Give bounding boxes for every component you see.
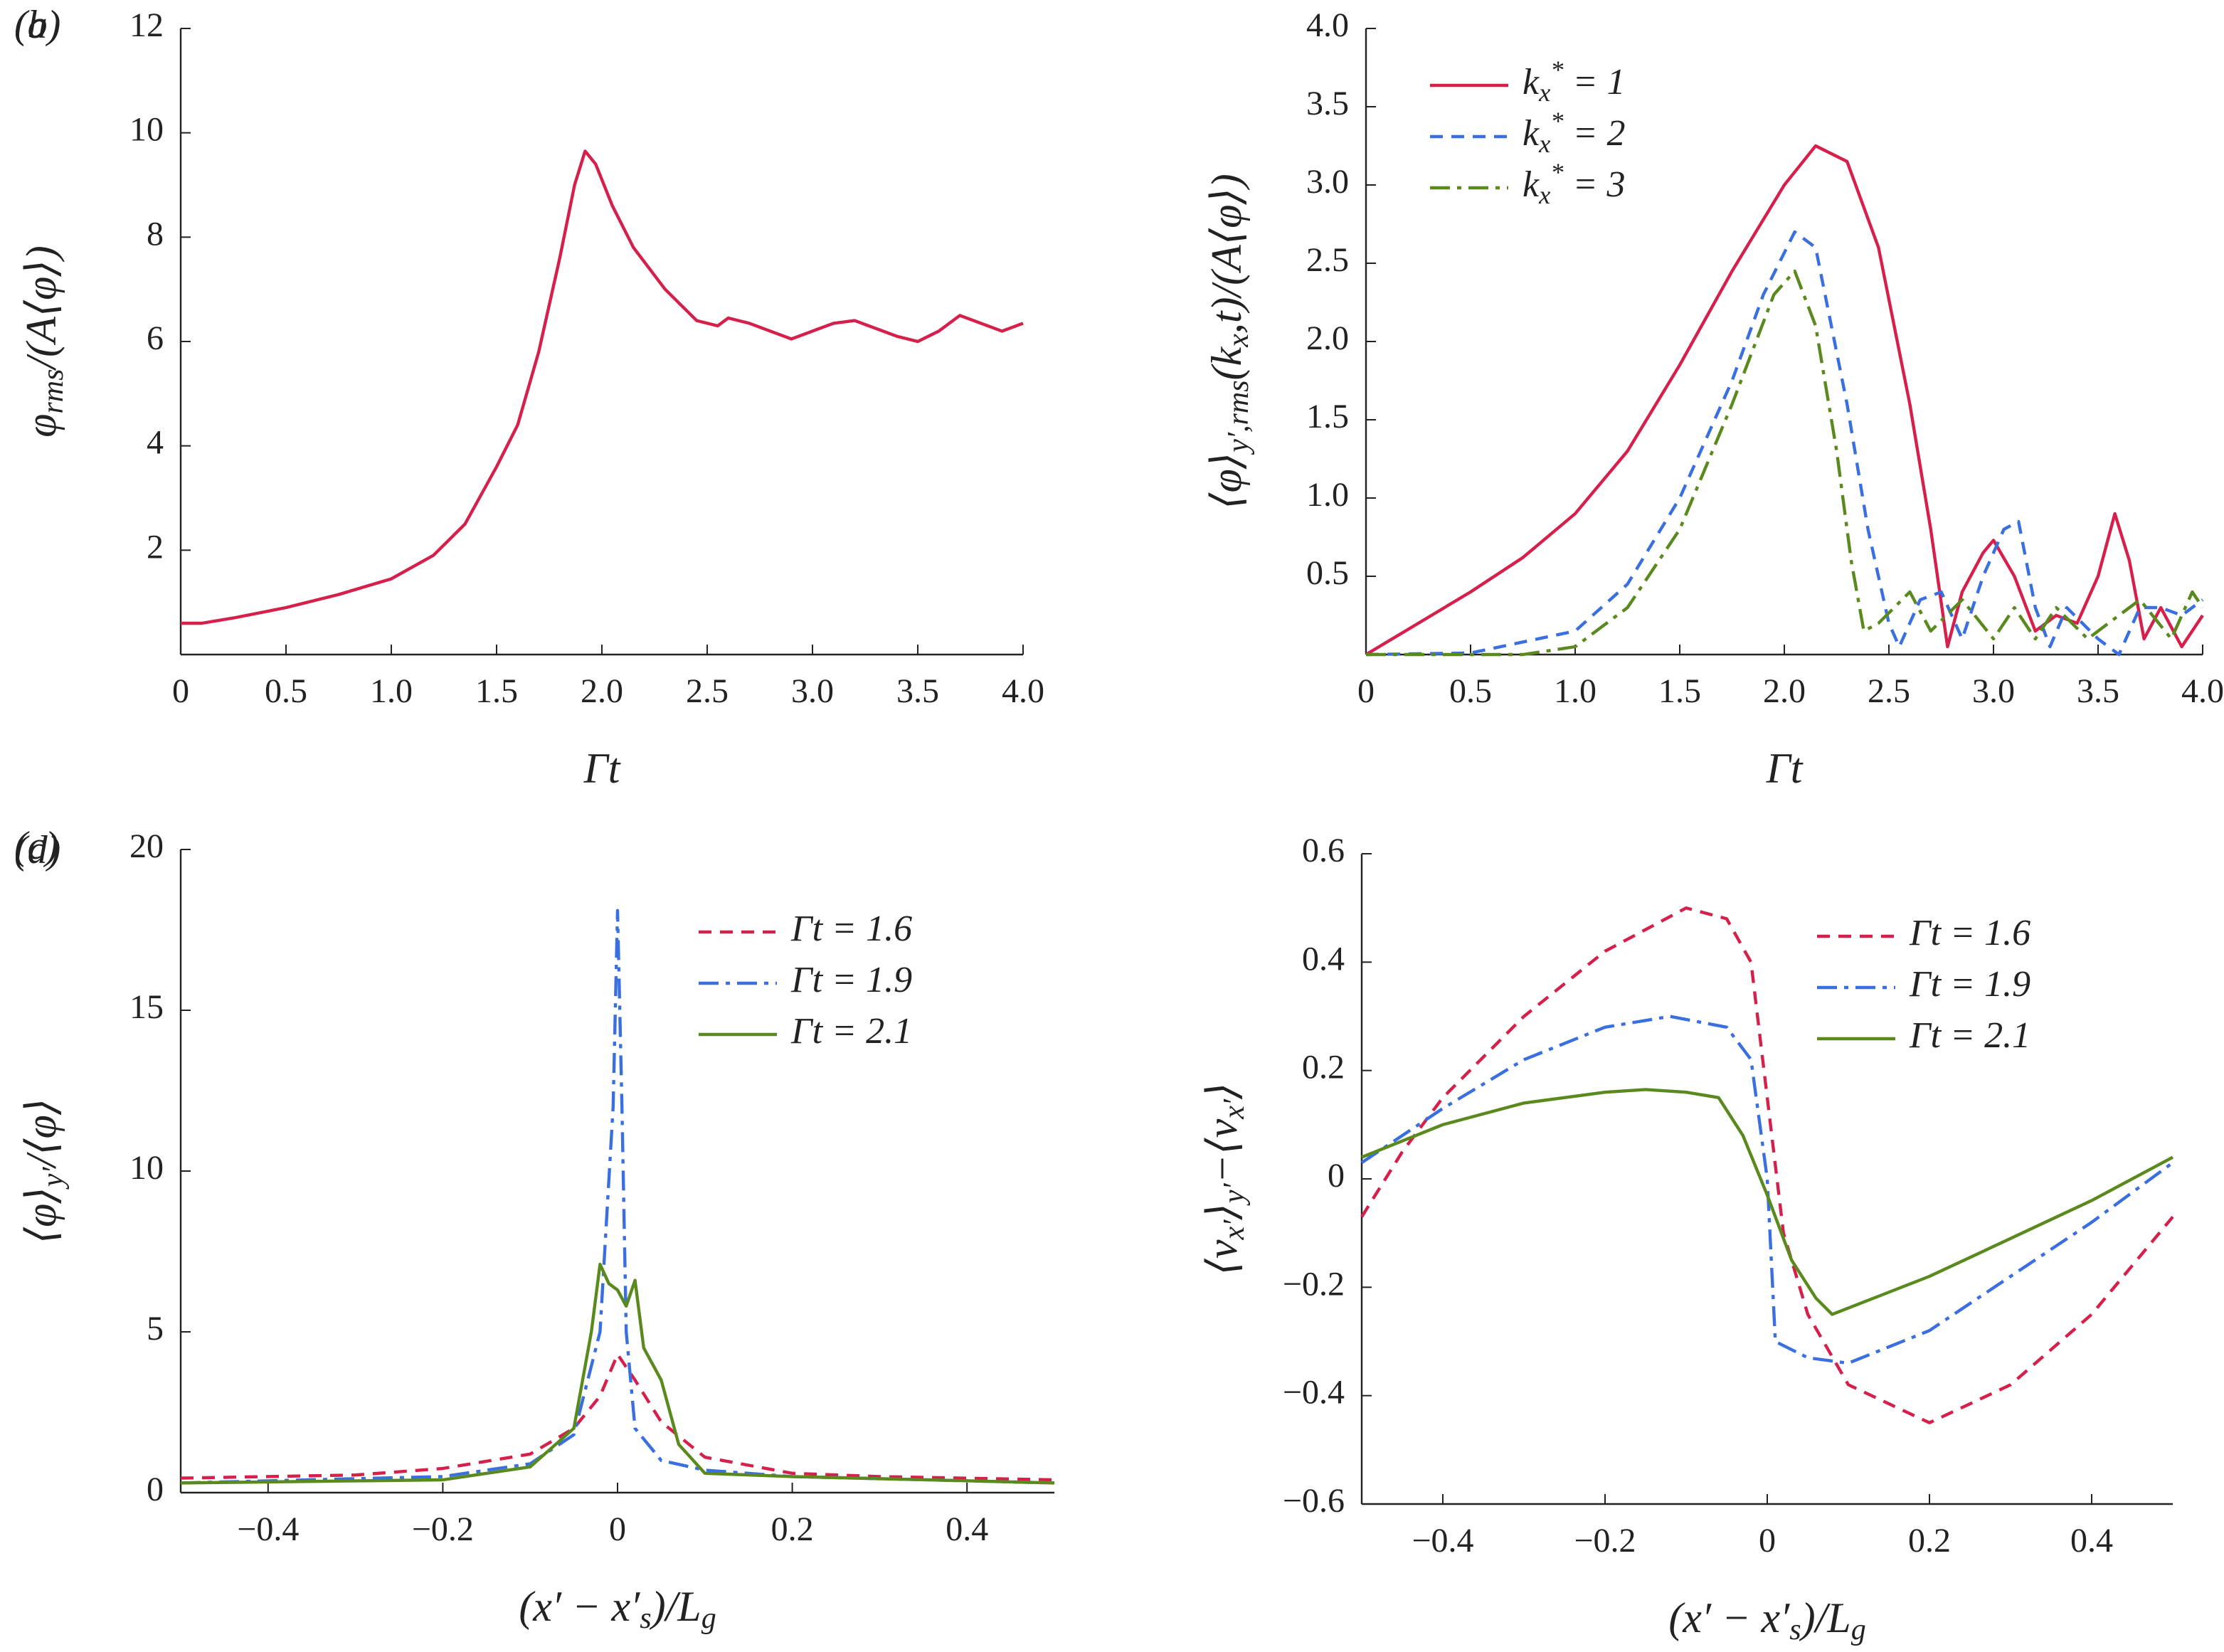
x-tick-label: 2.5 [1868, 672, 1910, 710]
x-tick-label: 0 [1357, 672, 1375, 710]
y-axis-label: ⟨φ⟩y′/⟨φ⟩ [18, 1098, 70, 1244]
x-tick-label: −0.4 [1412, 1522, 1473, 1560]
y-tick-label: 3.0 [1306, 163, 1349, 201]
y-tick-label: 0 [1328, 1157, 1345, 1195]
legend-label: Γt = 2.1 [1909, 1015, 2030, 1056]
y-tick-label: 0.5 [1306, 554, 1349, 592]
x-tick-label: 3.5 [896, 672, 939, 710]
x-tick-label: 0.5 [1449, 672, 1492, 710]
x-tick-label: 0 [1759, 1522, 1776, 1560]
y-tick-label: 3.5 [1306, 85, 1349, 122]
y-tick-label: 15 [129, 988, 164, 1026]
data-line [1365, 144, 2204, 656]
y-tick-label: 10 [129, 111, 164, 149]
x-tick-label: 0.5 [265, 672, 307, 710]
x-tick-label: −0.2 [412, 1510, 474, 1548]
x-tick-label: 0 [172, 672, 189, 710]
legend-label: kx* = 2 [1523, 107, 1626, 158]
y-tick-label: 10 [129, 1149, 164, 1187]
data-line [1365, 230, 2204, 657]
legend-label: kx* = 3 [1523, 158, 1626, 209]
y-tick-label: 2 [147, 528, 164, 566]
panel-label: (c) [14, 824, 58, 868]
x-axis-label: (x′ − x′s)/Lg [1668, 1594, 1865, 1646]
x-tick-label: −0.2 [1574, 1522, 1636, 1560]
x-tick-label: 1.0 [370, 672, 413, 710]
x-tick-label: 0.4 [2070, 1522, 2113, 1560]
x-tick-label: 2.0 [1763, 672, 1806, 710]
y-tick-label: 1.5 [1306, 398, 1349, 435]
data-line [180, 1262, 1055, 1485]
legend-label: Γt = 1.9 [1909, 964, 2030, 1005]
y-tick-label: 8 [147, 215, 164, 253]
y-tick-label: 20 [129, 827, 164, 865]
panel-label: (a) [14, 3, 60, 47]
y-tick-label: 0.6 [1302, 832, 1345, 869]
legend-label: Γt = 2.1 [790, 1011, 912, 1052]
y-tick-label: −0.4 [1283, 1374, 1345, 1412]
x-tick-label: 4.0 [1002, 672, 1044, 710]
legend-label: Γt = 1.9 [790, 960, 912, 1000]
y-tick-label: 4.0 [1306, 6, 1349, 44]
x-tick-label: 1.5 [475, 672, 518, 710]
y-tick-label: 1.0 [1306, 476, 1349, 514]
x-axis-label: Γt [1766, 745, 1804, 792]
x-tick-label: 2.0 [581, 672, 623, 710]
y-tick-label: 0 [147, 1471, 164, 1508]
data-line [1366, 269, 2204, 657]
x-tick-label: 3.0 [1972, 672, 2015, 710]
x-tick-label: 3.5 [2077, 672, 2119, 710]
y-axis-label: ⟨vx′⟩y′−⟨vx′⟩ [1199, 1083, 1251, 1276]
y-tick-label: −0.6 [1283, 1482, 1345, 1520]
x-tick-label: 0.4 [946, 1510, 988, 1548]
y-tick-label: 0.4 [1302, 940, 1345, 978]
data-line [1361, 1088, 2174, 1316]
data-line [180, 1352, 1055, 1482]
y-tick-label: 5 [147, 1310, 164, 1347]
data-line [1360, 1015, 2174, 1365]
x-tick-label: 0.2 [1908, 1522, 1951, 1560]
panel-label: (d) [14, 828, 60, 872]
x-axis-label: (x′ − x′s)/Lg [519, 1583, 716, 1635]
x-tick-label: −0.4 [237, 1510, 299, 1548]
legend-label: kx* = 1 [1523, 55, 1626, 107]
y-tick-label: 2.0 [1306, 319, 1349, 357]
data-line [181, 149, 1024, 625]
x-tick-label: 2.5 [686, 672, 729, 710]
x-axis-label: Γt [583, 745, 621, 792]
y-tick-label: −0.2 [1283, 1265, 1345, 1303]
data-line [180, 909, 1055, 1485]
x-tick-label: 1.5 [1658, 672, 1701, 710]
legend-label: Γt = 1.6 [790, 909, 912, 949]
y-tick-label: 4 [147, 424, 164, 462]
x-tick-label: 0.2 [771, 1510, 814, 1548]
data-line [1360, 906, 2174, 1424]
x-tick-label: 3.0 [791, 672, 834, 710]
panel-label: (b) [14, 3, 60, 47]
legend-label: Γt = 1.6 [1909, 913, 2030, 953]
y-tick-label: 6 [147, 319, 164, 357]
y-tick-label: 2.5 [1306, 241, 1349, 279]
y-tick-label: 12 [129, 6, 164, 44]
y-axis-label: φrms/(A⟨φ⟩) [18, 245, 70, 438]
x-tick-label: 1.0 [1554, 672, 1596, 710]
y-axis-label: ⟨φ⟩y′,rms(kx,t)/(A⟨φ⟩) [1203, 174, 1255, 509]
x-tick-label: 4.0 [2181, 672, 2224, 710]
x-tick-label: 0 [609, 1510, 626, 1548]
y-tick-label: 0.2 [1302, 1049, 1345, 1086]
